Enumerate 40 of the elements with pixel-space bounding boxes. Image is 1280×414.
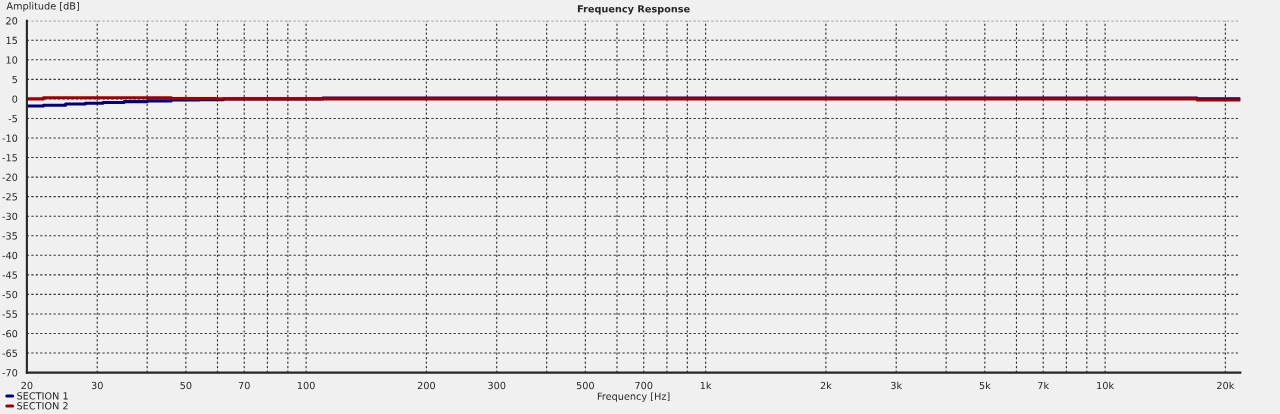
y-axis-title: Amplitude [dB]: [6, 2, 79, 12]
x-tick-label: 3k: [891, 381, 903, 390]
x-tick-label: 100: [297, 381, 315, 390]
y-tick-label: -55: [2, 310, 17, 318]
y-tick-label: -15: [2, 154, 17, 162]
y-tick-label: -50: [2, 290, 18, 299]
y-tick-label: -60: [2, 329, 18, 338]
y-tick-label: 15: [6, 36, 17, 45]
y-tick-label: -5: [8, 115, 17, 123]
x-axis-title: Frequency [Hz]: [597, 392, 670, 402]
y-tick-label: 5: [12, 75, 17, 84]
x-tick-label: 1k: [700, 381, 712, 390]
x-tick-label: 200: [417, 381, 436, 390]
x-tick-label: 700: [635, 381, 653, 390]
y-tick-label: -20: [2, 173, 18, 181]
x-tick-label: 30: [91, 381, 103, 390]
x-tick-label: 5k: [979, 381, 991, 390]
x-tick-label: 20k: [1217, 381, 1235, 390]
x-tick-label: 300: [488, 381, 506, 390]
y-tick-label: -30: [2, 212, 18, 221]
y-tick-label: -10: [2, 134, 18, 142]
y-tick-label: -45: [2, 271, 17, 279]
y-tick-label: -25: [2, 193, 17, 201]
x-tick-label: 7k: [1038, 381, 1050, 390]
x-tick-label: 50: [180, 381, 192, 390]
x-tick-label: 20: [21, 381, 33, 390]
y-tick-label: 20: [6, 17, 18, 25]
y-tick-label: -35: [2, 232, 17, 240]
y-tick-label: -65: [2, 349, 17, 357]
y-tick-label: 0: [12, 95, 18, 103]
x-tick-label: 70: [238, 381, 250, 390]
legend-label: SECTION 2: [17, 402, 68, 410]
chart-title: Frequency Response: [577, 5, 690, 15]
x-tick-label: 500: [576, 381, 594, 390]
legend-label: SECTION 1: [17, 392, 68, 400]
x-tick-label: 2k: [820, 381, 832, 390]
y-tick-label: 10: [6, 56, 18, 64]
y-tick-label: -40: [2, 251, 18, 260]
y-tick-label: -70: [2, 369, 18, 377]
x-tick-label: 10k: [1097, 381, 1115, 390]
